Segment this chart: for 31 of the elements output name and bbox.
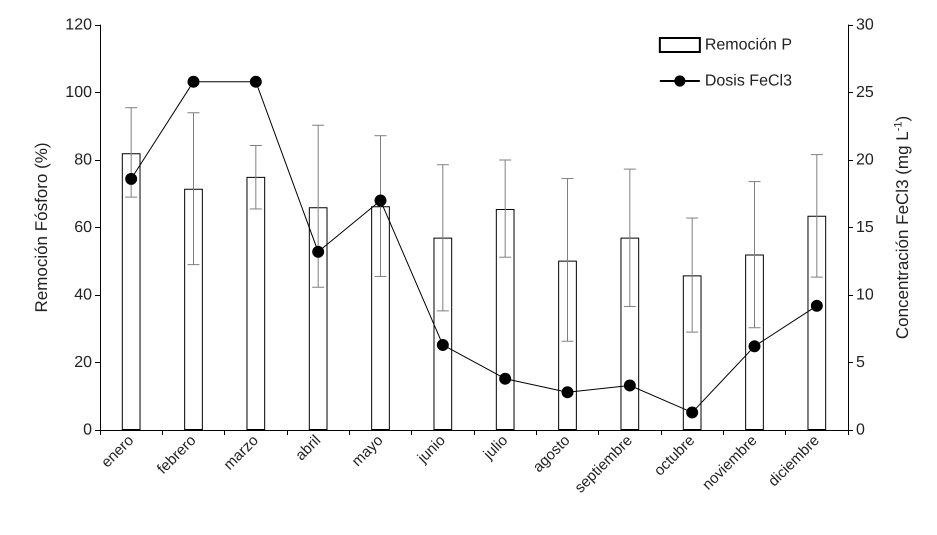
- point: [312, 246, 324, 258]
- y2-tick-label: 20: [856, 152, 874, 168]
- y2-tick-label: 10: [856, 286, 874, 304]
- point: [250, 76, 262, 88]
- y2-tick-label: 5: [856, 354, 865, 371]
- legend-label: Remoción P: [704, 36, 792, 54]
- y2-tick-label: 25: [856, 84, 874, 101]
- legend-label: Dosis FeCl3: [704, 72, 792, 90]
- x-tick-label: julio: [480, 432, 512, 464]
- point: [499, 372, 512, 385]
- y-tick-label: 0: [83, 422, 92, 438]
- y-tick-label: 20: [74, 354, 92, 371]
- y-tick-label: 80: [74, 152, 92, 168]
- point: [686, 406, 698, 418]
- point: [188, 76, 200, 88]
- point: [810, 300, 823, 312]
- y-tick-label: 40: [74, 286, 92, 304]
- point: [374, 194, 386, 206]
- y-tick-label: 60: [74, 219, 92, 236]
- point: [624, 379, 636, 392]
- y-axis-title: Remoción Fósforo (%): [32, 142, 51, 313]
- y2-tick-label: 0: [856, 422, 865, 438]
- point: [748, 340, 760, 352]
- point: [436, 338, 449, 351]
- y-tick-label: 120: [65, 16, 92, 34]
- point: [562, 386, 574, 398]
- y2-tick-label: 30: [856, 16, 874, 34]
- y-tick-label: 100: [65, 84, 92, 101]
- point: [125, 172, 138, 185]
- y2-axis-title: Concentración FeCl3 (mg L-1): [892, 116, 912, 340]
- y2-tick-label: 15: [856, 219, 874, 236]
